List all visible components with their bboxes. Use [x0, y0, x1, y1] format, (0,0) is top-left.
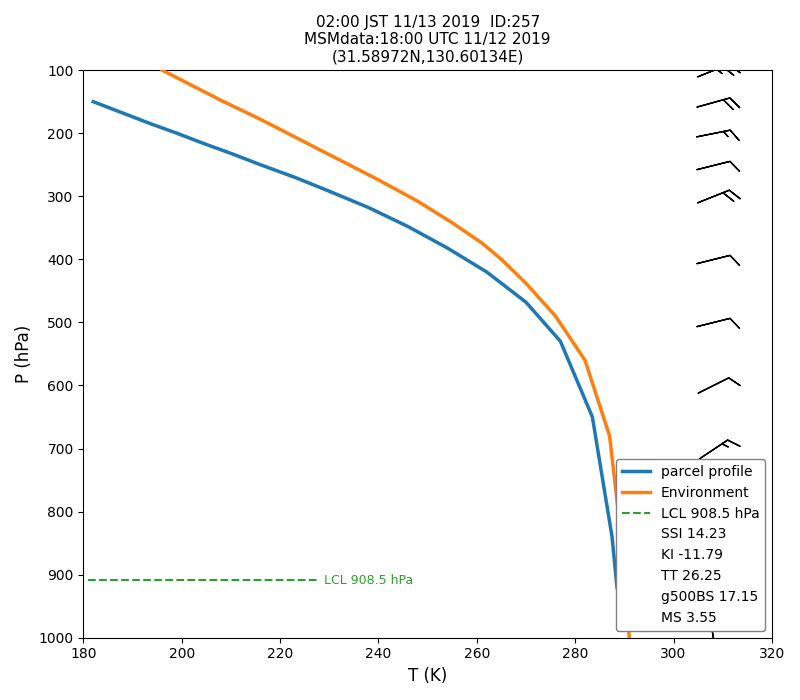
parcel profile — [556, 337, 566, 346]
Title: 02:00 JST 11/13 2019  ID:257
MSMdata:18:00 UTC 11/12 2019
(31.58972N,130.60134E): 02:00 JST 11/13 2019 ID:257 MSMdata:18:0… — [304, 15, 551, 65]
parcel profile — [128, 113, 138, 121]
parcel profile — [256, 160, 266, 169]
Environment — [477, 239, 486, 247]
parcel profile — [197, 139, 206, 147]
Environment — [182, 78, 191, 87]
Environment — [497, 255, 506, 263]
parcel profile — [521, 298, 530, 307]
Environment — [447, 218, 457, 227]
parcel profile — [290, 173, 300, 181]
Text: LCL 908.5 hPa: LCL 908.5 hPa — [324, 573, 414, 587]
Environment — [334, 155, 344, 164]
Environment — [521, 279, 530, 288]
parcel profile — [325, 187, 334, 195]
Line: parcel profile: parcel profile — [94, 102, 617, 587]
parcel profile — [612, 583, 622, 592]
Environment — [580, 356, 590, 365]
parcel profile — [172, 129, 182, 137]
X-axis label: T (K): T (K) — [408, 667, 447, 685]
Environment — [605, 432, 614, 440]
Environment — [550, 312, 560, 321]
parcel profile — [89, 97, 98, 106]
Environment — [413, 197, 422, 206]
parcel profile — [226, 149, 236, 158]
Legend: parcel profile, Environment, LCL 908.5 hPa, SSI 14.23, KI -11.79, TT 26.25, g500: parcel profile, Environment, LCL 908.5 h… — [616, 459, 765, 631]
parcel profile — [587, 413, 597, 421]
parcel profile — [482, 267, 491, 276]
Environment — [158, 66, 167, 74]
Environment — [256, 115, 266, 123]
parcel profile — [442, 244, 452, 252]
parcel profile — [607, 533, 617, 541]
Environment — [374, 176, 383, 184]
Environment — [216, 96, 226, 104]
Line: Environment: Environment — [162, 70, 630, 638]
Environment — [617, 539, 626, 547]
Environment — [625, 634, 634, 642]
parcel profile — [403, 223, 413, 231]
Environment — [295, 135, 305, 143]
parcel profile — [147, 120, 157, 129]
parcel profile — [364, 204, 374, 212]
Y-axis label: P (hPa): P (hPa) — [15, 325, 33, 383]
parcel profile — [108, 105, 118, 113]
